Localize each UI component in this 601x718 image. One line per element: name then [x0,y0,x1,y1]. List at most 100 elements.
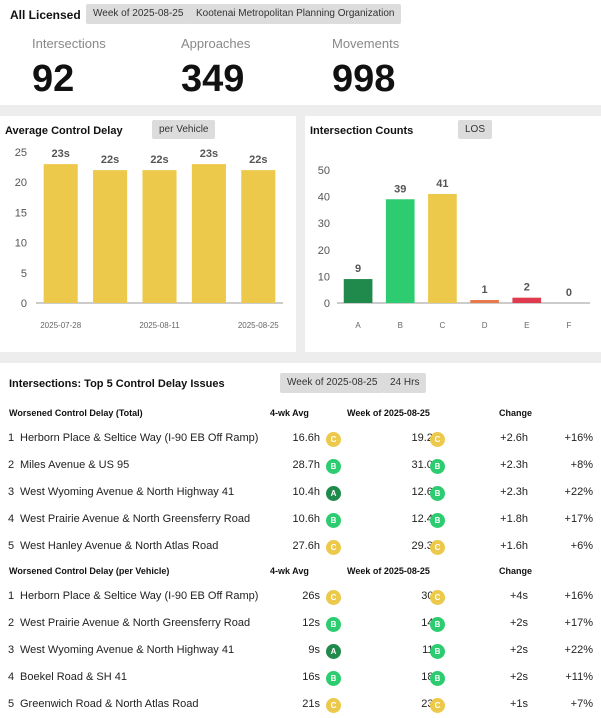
row-rank: 1 [8,590,15,602]
change-percent: +7% [570,698,593,710]
change-percent: +16% [564,590,593,602]
y-tick-label: 50 [318,165,330,177]
counts-data-label: 41 [436,178,448,190]
los-bar[interactable] [385,199,415,303]
change-value: +2.3h [500,459,528,471]
per-vehicle-toggle[interactable]: per Vehicle [152,120,216,139]
movements-value: 998 [332,58,396,100]
four-week-avg-value: 27.6h [292,540,320,552]
counts-data-label: 39 [394,183,406,195]
y-tick-label: 10 [15,238,27,250]
change-value: +1.6h [500,540,528,552]
los-bar[interactable] [428,193,457,303]
y-tick-label: 5 [21,268,27,280]
delay-chart-title: Average Control Delay [5,125,123,137]
x-tick-label: C [440,321,446,330]
table-row[interactable]: 4 West Prairie Avenue & North Greensferry… [0,507,601,534]
week-los-badge: C [430,432,445,447]
four-week-avg-value: 9s [308,644,320,656]
week-chip[interactable]: Week of 2025-08-25 [86,4,191,24]
table-row[interactable]: 3 West Wyoming Avenue & North Highway 41 9… [0,638,601,665]
col-header-avg: 4-wk Avg [270,408,309,418]
organization-chip[interactable]: Kootenai Metropolitan Planning Organizat… [189,4,402,24]
table-row[interactable]: 5 West Hanley Avenue & North Atlas Road 27… [0,534,601,561]
y-tick-label: 0 [324,298,330,310]
issues-week-chip[interactable]: Week of 2025-08-25 [280,373,385,393]
four-week-avg-value: 10.6h [292,513,320,525]
x-tick-label: D [482,321,488,330]
y-tick-label: 0 [21,298,27,310]
los-toggle[interactable]: LOS [458,120,493,139]
table-row[interactable]: 3 West Wyoming Avenue & North Highway 41 1… [0,480,601,507]
delay-bar[interactable] [191,164,226,303]
change-percent: +16% [564,432,593,444]
los-bar[interactable] [512,297,542,303]
week-los-badge: C [430,540,445,555]
avg-los-badge: C [326,698,341,713]
counts-data-label: 9 [355,263,361,275]
table-row[interactable]: 1 Herborn Place & Seltice Way (I-90 EB Of… [0,584,601,611]
avg-los-badge: B [326,513,341,528]
change-value: +1s [509,698,528,710]
x-tick-label: A [355,321,361,330]
avg-los-badge: C [326,590,341,605]
change-value: +1.8h [500,513,528,525]
avg-los-badge: C [326,432,341,447]
change-value: +4s [509,590,528,602]
table-row[interactable]: 2 Miles Avenue & US 95 28.7h 31.0h +2.3h +8% B… [0,453,601,480]
movements-label: Movements [332,36,400,51]
intersections-label: Intersections [32,36,106,51]
row-rank: 4 [8,513,15,525]
change-percent: +17% [564,617,593,629]
week-los-badge: B [430,486,445,501]
four-week-avg-value: 21s [302,698,320,710]
delay-bar[interactable] [93,170,128,303]
row-rank: 2 [8,459,15,471]
delay-data-label: 23s [200,148,218,160]
intersection-name: West Prairie Avenue & North Greensferry … [20,617,251,629]
x-tick-label: 2025-07-28 [40,321,81,330]
avg-los-badge: C [326,540,341,555]
los-bar[interactable] [343,279,373,303]
los-bar[interactable] [470,300,499,303]
top-issues-card: Intersections: Top 5 Control Delay Issue… [0,363,601,718]
four-week-avg-value: 12s [302,617,320,629]
four-week-avg-value: 16.6h [292,432,320,444]
intersection-name: West Wyoming Avenue & North Highway 41 [20,486,235,498]
avg-los-badge: B [326,617,341,632]
x-tick-label: B [398,321,403,330]
table-row[interactable]: 1 Herborn Place & Seltice Way (I-90 EB Of… [0,426,601,453]
delay-bar[interactable] [43,164,78,303]
change-percent: +6% [570,540,593,552]
change-percent: +8% [570,459,593,471]
table-row[interactable]: 2 West Prairie Avenue & North Greensferry… [0,611,601,638]
y-tick-label: 20 [15,177,27,189]
intersection-name: Miles Avenue & US 95 [20,459,130,471]
intersection-name: West Prairie Avenue & North Greensferry … [20,513,251,525]
delay-bar[interactable] [142,170,177,303]
week-los-badge: C [430,698,445,713]
y-tick-label: 30 [318,218,330,230]
delay-bar[interactable] [241,170,276,303]
y-tick-label: 40 [318,192,330,204]
issues-hours-chip[interactable]: 24 Hrs [383,373,427,393]
counts-data-label: 0 [566,287,572,299]
change-value: +2s [509,644,528,656]
col-header-avg: 4-wk Avg [270,566,309,576]
x-tick-label: F [566,321,571,330]
row-rank: 1 [8,432,15,444]
change-value: +2.6h [500,432,528,444]
y-tick-label: 15 [15,207,27,219]
change-value: +2s [509,617,528,629]
week-los-badge: B [430,644,445,659]
approaches-label: Approaches [181,36,251,51]
four-week-avg-value: 26s [302,590,320,602]
week-los-badge: B [430,617,445,632]
row-rank: 3 [8,644,15,656]
counts-data-label: 1 [482,284,488,296]
four-week-avg-value: 10.4h [292,486,320,498]
col-header-week: Week of 2025-08-25 [347,408,430,418]
intersection-name: Boekel Road & SH 41 [20,671,128,683]
